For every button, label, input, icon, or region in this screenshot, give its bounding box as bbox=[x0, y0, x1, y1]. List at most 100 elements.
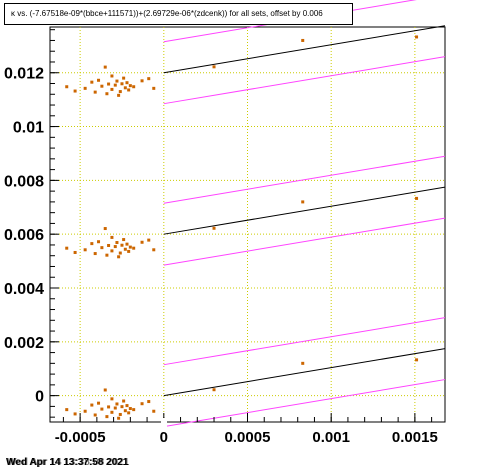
data-point bbox=[110, 87, 114, 91]
data-point bbox=[90, 242, 94, 246]
data-points bbox=[65, 35, 419, 420]
plot-frame bbox=[49, 26, 446, 423]
data-point bbox=[90, 80, 94, 84]
fit-lines bbox=[163, 25, 446, 397]
data-point bbox=[110, 410, 114, 414]
data-point bbox=[212, 226, 216, 230]
band-lines bbox=[163, 0, 446, 428]
data-point bbox=[125, 404, 129, 408]
x-axis-gap bbox=[161, 418, 167, 430]
data-point bbox=[125, 242, 129, 246]
data-point bbox=[140, 402, 144, 406]
data-point bbox=[107, 82, 111, 86]
data-point bbox=[100, 407, 104, 411]
data-point bbox=[123, 247, 127, 251]
data-point bbox=[115, 79, 119, 83]
data-point bbox=[97, 78, 101, 82]
data-point bbox=[105, 253, 109, 257]
data-point bbox=[415, 196, 419, 200]
y-tick-label: 0.006 bbox=[4, 227, 44, 244]
data-point bbox=[120, 82, 124, 86]
data-point bbox=[212, 65, 216, 69]
y-tick-label: 0.004 bbox=[4, 281, 44, 298]
data-point bbox=[117, 416, 121, 420]
data-point bbox=[113, 245, 117, 249]
data-point bbox=[103, 227, 107, 231]
data-point bbox=[117, 255, 121, 259]
x-tick-label: -0.0005 bbox=[55, 429, 106, 446]
data-point bbox=[110, 397, 114, 401]
data-point bbox=[122, 399, 126, 403]
data-point bbox=[152, 86, 156, 90]
timestamp: Wed Apr 14 13:37:58 2021 bbox=[6, 457, 129, 468]
data-point bbox=[73, 412, 77, 416]
fit-line bbox=[163, 348, 446, 397]
data-point bbox=[122, 76, 126, 80]
data-point bbox=[132, 246, 136, 250]
data-point bbox=[132, 85, 136, 89]
data-point bbox=[212, 388, 216, 392]
fit-line bbox=[163, 25, 446, 74]
data-point bbox=[83, 409, 87, 413]
band-line bbox=[163, 217, 446, 266]
data-point bbox=[120, 405, 124, 409]
data-point bbox=[105, 415, 109, 419]
band-line bbox=[163, 155, 446, 204]
data-point bbox=[65, 408, 69, 412]
band-line bbox=[163, 317, 446, 366]
data-point bbox=[132, 408, 136, 412]
timestamp-overprint: Wed Apr 14 13:38:08 2021 bbox=[7, 457, 130, 468]
x-tick-label: 0.0015 bbox=[392, 429, 438, 446]
data-point bbox=[93, 252, 97, 256]
data-point bbox=[415, 358, 419, 362]
data-point bbox=[107, 405, 111, 409]
data-point bbox=[140, 79, 144, 83]
data-point bbox=[100, 84, 104, 88]
y-tick-label: 0 bbox=[35, 389, 44, 406]
x-tick-label: 0.0005 bbox=[225, 429, 271, 446]
data-point bbox=[127, 88, 131, 92]
y-tick-label: 0.002 bbox=[4, 335, 44, 352]
axes: -0.0005 0 0.0005 0.001 0.0015 0 0.002 0.004 0.00… bbox=[4, 29, 438, 446]
data-point bbox=[113, 406, 117, 410]
chart-title: κ vs. (-7.67518e-09*(bbce+111571))+(2.69… bbox=[4, 3, 353, 25]
data-point bbox=[147, 400, 151, 404]
data-point bbox=[110, 235, 114, 239]
data-point bbox=[301, 38, 305, 42]
fit-line bbox=[163, 186, 446, 235]
data-point bbox=[65, 85, 69, 89]
data-point bbox=[301, 361, 305, 365]
data-point bbox=[128, 407, 132, 411]
data-point bbox=[97, 401, 101, 405]
data-point bbox=[118, 251, 122, 255]
data-point bbox=[127, 411, 131, 415]
data-point bbox=[118, 412, 122, 416]
data-point bbox=[120, 243, 124, 247]
x-tick-label: 0.001 bbox=[312, 429, 350, 446]
data-point bbox=[103, 65, 107, 69]
data-point bbox=[127, 249, 131, 253]
data-point bbox=[117, 93, 121, 97]
data-point bbox=[90, 403, 94, 407]
data-point bbox=[83, 248, 87, 252]
data-point bbox=[113, 83, 117, 87]
y-tick-label: 0.012 bbox=[4, 66, 44, 83]
data-point bbox=[97, 240, 101, 244]
data-point bbox=[93, 90, 97, 94]
x-tick-label: 0 bbox=[160, 429, 168, 446]
band-line bbox=[163, 56, 446, 105]
data-point bbox=[107, 243, 111, 247]
data-point bbox=[110, 249, 114, 253]
data-point bbox=[125, 81, 129, 85]
data-point bbox=[115, 241, 119, 245]
data-point bbox=[415, 35, 419, 39]
data-point bbox=[152, 409, 156, 413]
data-point bbox=[147, 77, 151, 81]
data-point bbox=[128, 245, 132, 249]
data-point bbox=[301, 200, 305, 204]
data-point bbox=[152, 248, 156, 252]
data-point bbox=[115, 402, 119, 406]
data-point bbox=[65, 246, 69, 250]
data-point bbox=[140, 240, 144, 244]
